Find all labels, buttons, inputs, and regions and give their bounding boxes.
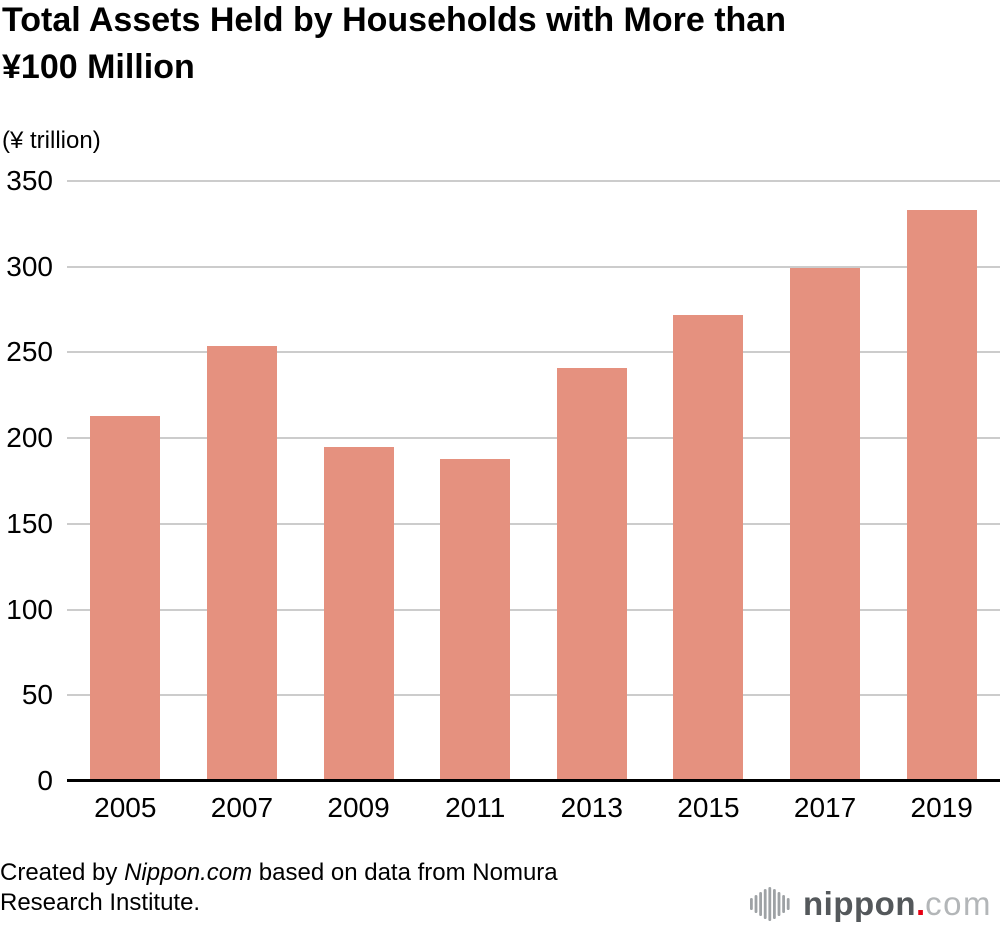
bar-chart: 0 50 100 150 200 250 300 350 2005 2007 2009 2011 201… [0,160,1000,830]
bar-2019 [906,210,977,781]
credit-suffix: based on data from Nomura Research Insti… [0,859,558,916]
y-tick-label: 100 [6,593,53,625]
gridline-50 [67,694,1000,697]
chart-title-line-2: ¥100 Million [2,48,195,86]
bar-2009 [323,447,394,781]
waveform-icon [750,887,790,921]
y-tick-label: 50 [21,679,53,711]
x-tick-label: 2005 [94,792,157,823]
x-tick-label: 2019 [910,792,973,823]
gridline-100 [67,608,1000,611]
y-tick-label: 350 [6,165,53,196]
bar-2005 [90,416,161,781]
x-tick-label: 2015 [677,792,740,823]
bar-2011 [440,459,511,781]
gridline-150 [67,522,1000,525]
gridline-200 [67,437,1000,440]
bar-2013 [556,368,627,781]
source-credit: Created by Nippon.com based on data from… [0,858,590,918]
y-tick-label: 250 [6,336,53,368]
x-axis-line [67,779,1000,782]
y-tick-label: 0 [37,765,53,796]
nippon-logo: nippon.com [750,884,992,924]
chart-title-line-1: Total Assets Held by Households with Mor… [2,1,786,39]
x-tick-label: 2017 [793,792,857,823]
chart-title: Total Assets Held by Households with Mor… [2,0,962,91]
nippon-logo-text: nippon.com [803,885,992,923]
x-tick-label: 2011 [445,792,506,823]
y-tick-label: 150 [6,507,53,539]
gridline-350 [67,180,1000,182]
x-tick-label: 2007 [210,792,274,823]
bar-2015 [673,315,744,781]
logo-word-com: com [925,885,992,922]
y-tick-label: 300 [6,250,53,282]
x-tick-label: 2009 [327,792,390,823]
logo-word-nippon: nippon [803,885,916,922]
logo-red-dot: . [915,885,926,922]
y-axis-unit-label: (¥ trillion) [2,127,101,154]
credit-prefix: Created by [0,859,125,886]
gridline-300 [67,265,1000,268]
y-tick-label: 200 [6,422,53,454]
gridline-250 [67,351,1000,354]
bar-2017 [790,268,861,781]
x-tick-label: 2013 [560,792,623,823]
bar-2007 [206,346,277,781]
credit-site-name: Nippon.com [124,859,253,886]
